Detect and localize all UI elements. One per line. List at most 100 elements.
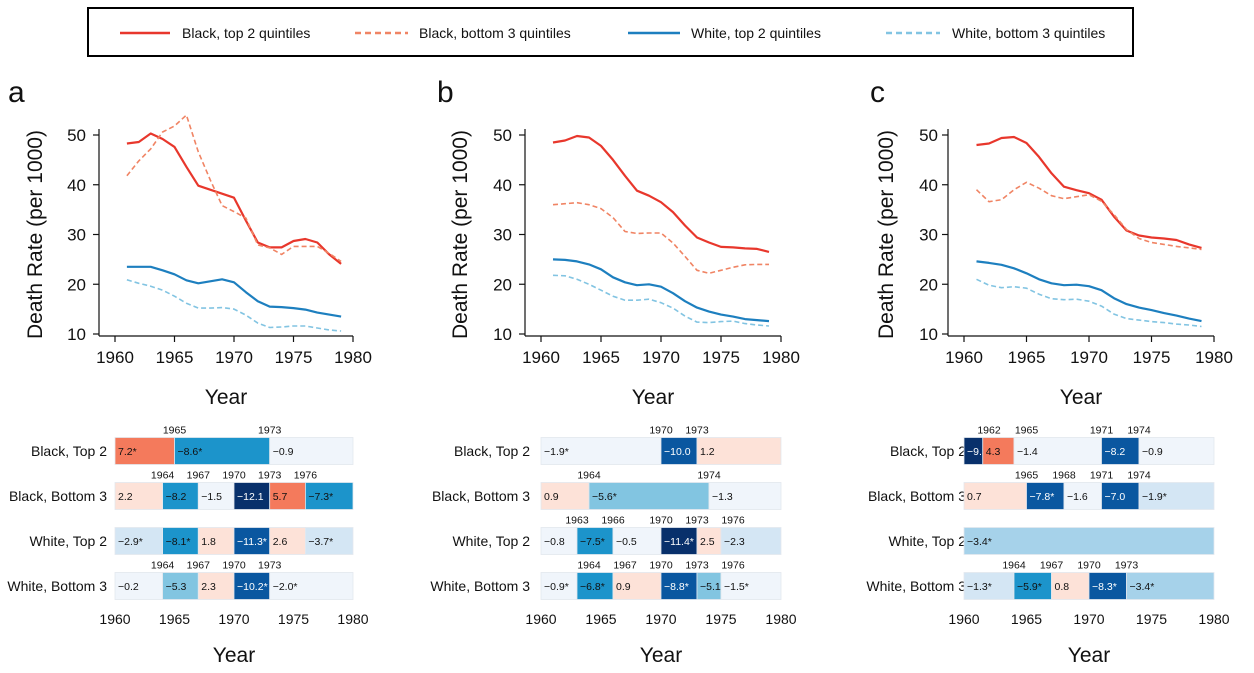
segment-value: −3.4* bbox=[967, 536, 992, 548]
breakpoint-year: 1964 bbox=[151, 560, 175, 572]
breakpoint-year: 1976 bbox=[721, 560, 745, 572]
segment-bar bbox=[963, 527, 1215, 555]
segment-bar bbox=[540, 527, 578, 555]
legend-label: Black, bottom 3 quintiles bbox=[419, 25, 571, 41]
segment-value: −5.1* bbox=[700, 581, 725, 593]
x-tick-label: 1970 bbox=[215, 348, 253, 367]
segment-value: −10.0 bbox=[664, 446, 691, 458]
breakpoint-year: 1970 bbox=[222, 560, 246, 572]
breakpoint-year: 1970 bbox=[649, 425, 673, 437]
panel-letter: b bbox=[437, 76, 454, 109]
x-tick-label: 1980 bbox=[762, 348, 800, 367]
breakpoint-year: 1967 bbox=[187, 470, 211, 482]
segment-x-axis-title: Year bbox=[1068, 644, 1110, 667]
series-line-3 bbox=[976, 260, 1202, 323]
segment-x-tick-label: 1960 bbox=[525, 611, 556, 627]
x-tick-label: 1965 bbox=[1008, 348, 1046, 367]
panel-letter: c bbox=[870, 76, 885, 109]
segment-value: −8.6* bbox=[178, 446, 203, 458]
segment-value: −12.1 bbox=[237, 491, 264, 503]
segment-x-tick-label: 1960 bbox=[99, 611, 130, 627]
series-line-1 bbox=[976, 135, 1202, 249]
segment-bar bbox=[982, 437, 1015, 465]
legend-label: Black, top 2 quintiles bbox=[182, 25, 310, 41]
breakpoint-year: 1962 bbox=[977, 425, 1001, 437]
segment-value: −3.7* bbox=[308, 536, 333, 548]
breakpoint-year: 1965 bbox=[163, 425, 187, 437]
y-tick-label: 50 bbox=[493, 126, 512, 145]
breakpoint-year: 1964 bbox=[577, 470, 601, 482]
breakpoint-year: 1965 bbox=[1015, 470, 1039, 482]
segment-bar bbox=[1126, 572, 1215, 600]
segment-value: −8.2 bbox=[1105, 446, 1126, 458]
row-label: Black, Top 2 bbox=[31, 443, 107, 459]
panel-c: c 1960 1965 1970 1975 1980 10 20 30 40 50 Year Death… bbox=[866, 76, 1233, 667]
breakpoint-year: 1974 bbox=[1127, 425, 1151, 437]
y-tick-label: 20 bbox=[67, 275, 86, 294]
x-tick-label: 1960 bbox=[945, 348, 983, 367]
segment-bar bbox=[696, 527, 722, 555]
segment-value: −10.2* bbox=[237, 581, 268, 593]
segment-bar bbox=[540, 437, 662, 465]
segment-value: 2.5 bbox=[700, 536, 715, 548]
segment-x-tick-label: 1965 bbox=[585, 611, 616, 627]
row-label: White, Bottom 3 bbox=[430, 578, 530, 594]
segment-bar bbox=[197, 527, 235, 555]
segment-bar bbox=[269, 482, 306, 510]
panel-b: b 1960 1965 1970 1975 1980 10 20 30 40 50 Year Death… bbox=[430, 76, 800, 667]
segment-bar bbox=[963, 482, 1027, 510]
segment-value: 1.8 bbox=[201, 536, 216, 548]
y-tick-label: 40 bbox=[493, 176, 512, 195]
segment-x-tick-label: 1980 bbox=[337, 611, 368, 627]
breakpoint-year: 1974 bbox=[697, 470, 721, 482]
segment-value: −1.4 bbox=[1017, 446, 1038, 458]
x-tick-label: 1975 bbox=[275, 348, 313, 367]
x-axis-title: Year bbox=[1060, 386, 1102, 409]
breakpoint-year: 1973 bbox=[258, 470, 282, 482]
segment-value: 2.2 bbox=[118, 491, 133, 503]
legend-label: White, bottom 3 quintiles bbox=[952, 25, 1105, 41]
row-label: White, Top 2 bbox=[452, 533, 530, 549]
segment-bar bbox=[269, 572, 354, 600]
segment-bar bbox=[233, 572, 271, 600]
y-tick-label: 30 bbox=[493, 226, 512, 245]
segment-bar bbox=[304, 482, 354, 510]
y-tick-label: 10 bbox=[67, 325, 86, 344]
segment-value: −7.0 bbox=[1105, 491, 1126, 503]
series-line-4 bbox=[126, 279, 342, 332]
segment-x-tick-label: 1980 bbox=[1198, 611, 1229, 627]
segment-bar bbox=[114, 527, 163, 555]
breakpoint-year: 1963 bbox=[565, 515, 589, 527]
series-line-1 bbox=[126, 132, 342, 265]
breakpoint-year: 1970 bbox=[1077, 560, 1101, 572]
segment-bar bbox=[708, 482, 782, 510]
y-tick-label: 20 bbox=[919, 275, 938, 294]
x-tick-label: 1960 bbox=[522, 348, 560, 367]
breakpoint-year: 1964 bbox=[577, 560, 601, 572]
y-axis-title: Death Rate (per 1000) bbox=[449, 130, 472, 339]
breakpoint-year: 1973 bbox=[685, 515, 709, 527]
segment-x-tick-label: 1970 bbox=[645, 611, 676, 627]
segment-bar bbox=[963, 572, 1015, 600]
segment-bar bbox=[197, 482, 235, 510]
segment-bar bbox=[576, 572, 614, 600]
segment-bar bbox=[1138, 482, 1215, 510]
breakpoint-year: 1964 bbox=[1002, 560, 1026, 572]
segment-value: 1.2 bbox=[700, 446, 715, 458]
y-axis-title: Death Rate (per 1000) bbox=[875, 130, 898, 339]
segment-value: −7.3* bbox=[308, 491, 333, 503]
y-tick-label: 40 bbox=[919, 176, 938, 195]
segment-value: −6.8* bbox=[580, 581, 605, 593]
breakpoint-year: 1965 bbox=[1015, 425, 1039, 437]
segment-bar bbox=[588, 482, 710, 510]
segment-value: −1.9* bbox=[1142, 491, 1167, 503]
panel-letter: a bbox=[8, 76, 25, 109]
segment-x-tick-label: 1975 bbox=[705, 611, 736, 627]
segment-value: −5.6* bbox=[592, 491, 617, 503]
x-tick-label: 1980 bbox=[334, 348, 372, 367]
series-line-4 bbox=[976, 278, 1202, 328]
segment-bar bbox=[720, 527, 782, 555]
series-line-1 bbox=[552, 134, 770, 253]
segment-bar bbox=[114, 482, 163, 510]
